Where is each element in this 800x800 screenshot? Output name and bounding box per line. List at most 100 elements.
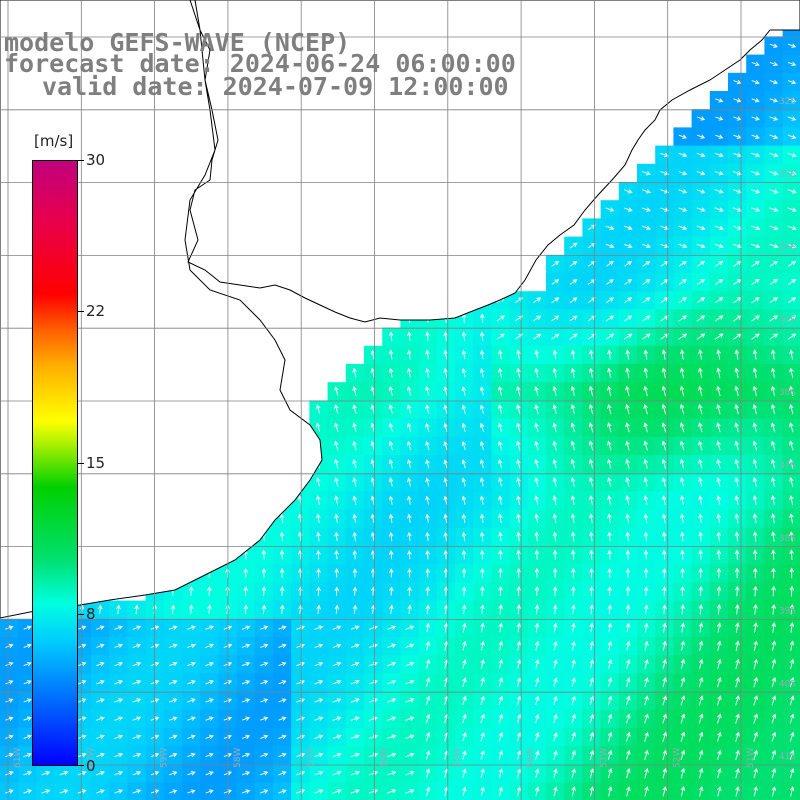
wind-arrow [714, 333, 724, 340]
wind-arrow [660, 207, 670, 212]
wind-arrow [752, 367, 758, 378]
wind-arrow [770, 403, 776, 415]
wind-arrow [569, 261, 578, 267]
wind-arrow [405, 770, 415, 776]
wind-arrow [386, 716, 397, 721]
wind-arrow [479, 459, 485, 469]
wind-arrow [388, 422, 394, 433]
wind-arrow [314, 625, 324, 630]
wind-arrow [607, 677, 613, 687]
wind-arrow [607, 476, 612, 487]
wind-arrow [570, 495, 576, 505]
wind-arrow [480, 586, 485, 596]
wind-arrow [315, 422, 321, 433]
wind-arrow [769, 243, 779, 249]
wind-arrow [497, 422, 503, 433]
wind-arrow [715, 98, 724, 103]
wind-arrow [624, 315, 633, 322]
wind-arrow [680, 767, 686, 779]
wind-arrow [588, 476, 594, 487]
wind-arrow [589, 567, 594, 578]
wind-arrow [5, 680, 14, 685]
wind-arrow [552, 367, 558, 378]
wind-arrow [407, 513, 412, 523]
wind-arrow [587, 242, 596, 249]
wind-arrow [41, 771, 51, 776]
wind-arrow [770, 495, 776, 506]
wind-arrow [716, 695, 722, 706]
wind-arrow [498, 567, 503, 578]
wind-arrow [533, 333, 542, 340]
wind-arrow [589, 659, 595, 669]
wind-arrow [241, 680, 251, 685]
wind-arrow [480, 604, 485, 615]
wind-arrow [569, 242, 578, 249]
colorbar-unit: [m/s] [34, 132, 74, 150]
wind-arrow [624, 279, 633, 285]
wind-arrow [187, 643, 196, 649]
wind-arrow [716, 604, 722, 615]
wind-arrow [643, 422, 648, 433]
wind-arrow [388, 385, 394, 396]
wind-arrow [298, 586, 303, 596]
wind-arrow [205, 716, 214, 721]
wind-arrow [789, 385, 794, 397]
wind-arrow [534, 786, 540, 797]
wind-arrow [479, 404, 485, 414]
wind-arrow [570, 349, 576, 360]
wind-arrow [735, 767, 740, 779]
wind-arrow [59, 771, 69, 776]
wind-arrow [698, 622, 704, 633]
wind-arrow [132, 734, 142, 740]
wind-arrow [644, 658, 649, 669]
longitude-label: 60W [86, 748, 96, 768]
wind-arrow [789, 403, 794, 415]
wind-arrow [680, 695, 686, 706]
wind-arrow [23, 643, 32, 649]
wind-arrow [552, 531, 558, 542]
wind-arrow [534, 349, 539, 360]
wind-arrow [623, 189, 633, 194]
wind-arrow [462, 732, 467, 742]
wind-arrow [498, 477, 503, 487]
wind-arrow [662, 586, 667, 596]
wind-arrow [789, 349, 794, 360]
wind-arrow [643, 385, 648, 397]
wind-arrow [678, 315, 688, 322]
wind-arrow [589, 549, 594, 560]
wind-arrow [116, 604, 121, 614]
wind-arrow [680, 749, 686, 761]
wind-arrow [332, 752, 342, 758]
wind-arrows [5, 25, 797, 797]
wind-arrow [516, 549, 521, 560]
wind-arrow [425, 495, 430, 505]
wind-arrow [407, 495, 412, 505]
wind-arrow [516, 695, 522, 706]
wind-arrow [516, 440, 521, 451]
wind-arrow [678, 225, 688, 230]
wind-arrow [643, 349, 649, 360]
wind-arrow [716, 403, 721, 415]
wind-arrow [443, 513, 449, 523]
wind-arrow [425, 568, 430, 578]
wind-arrow [789, 677, 795, 688]
wind-arrow [480, 567, 485, 578]
wind-arrow [661, 495, 667, 505]
wind-arrow [461, 513, 467, 523]
wind-arrow [625, 640, 631, 651]
wind-arrow [680, 676, 686, 688]
wind-arrow [332, 789, 342, 794]
wind-arrow [698, 385, 703, 397]
wind-arrow [696, 171, 706, 176]
wind-arrow [771, 603, 777, 615]
wind-arrow [114, 734, 124, 740]
wind-arrow [660, 170, 670, 176]
wind-arrow [571, 695, 576, 706]
wind-arrow [260, 643, 269, 649]
wind-arrow [425, 349, 430, 360]
wind-arrow [553, 622, 558, 633]
wind-arrow [315, 495, 321, 505]
wind-arrow [716, 349, 721, 360]
wind-arrow [278, 625, 287, 630]
wind-arrow [114, 661, 123, 667]
